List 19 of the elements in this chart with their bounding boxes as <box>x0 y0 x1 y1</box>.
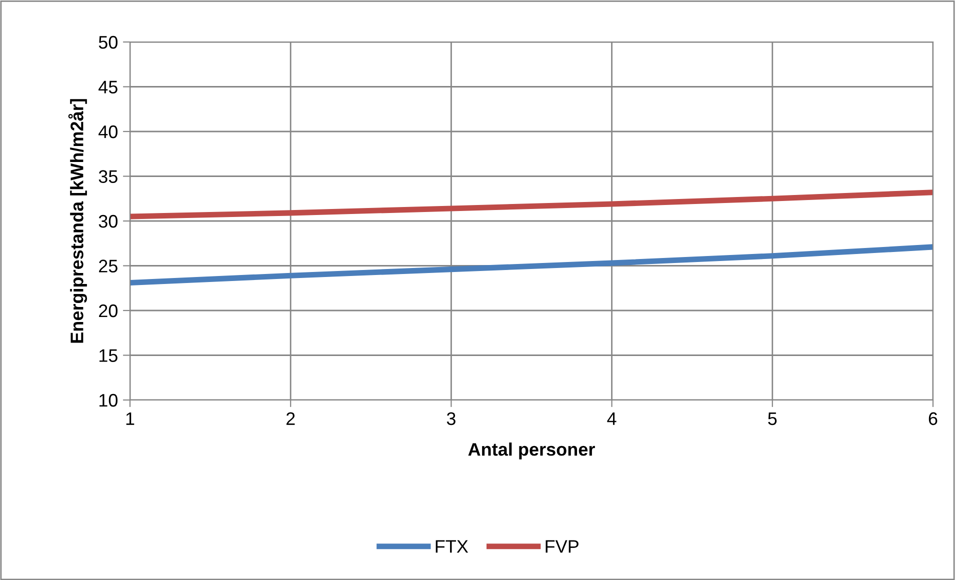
x-tick-label: 1 <box>126 412 134 425</box>
y-axis-title: Energiprestanda [kWh/m2år] <box>68 99 87 343</box>
x-axis-title: Antal personer <box>468 442 595 460</box>
x-tick-label: 3 <box>446 412 456 426</box>
y-tick-label: 50 <box>98 36 118 49</box>
legend-label: FTX <box>436 540 468 553</box>
y-tick-label: 30 <box>98 214 118 228</box>
legend-label: FVP <box>546 540 578 553</box>
y-tick-label: 10 <box>99 394 118 407</box>
y-tick-label: 40 <box>98 125 118 138</box>
y-tick-label: 45 <box>98 80 118 94</box>
x-tick-label: 5 <box>768 412 777 426</box>
y-tick-label: 20 <box>99 304 118 318</box>
x-tick-label: 6 <box>928 412 938 426</box>
y-tick-label: 35 <box>98 170 118 183</box>
x-tick-label: 2 <box>286 412 295 425</box>
x-tick-label: 4 <box>607 412 616 425</box>
y-tick-label: 15 <box>99 349 118 362</box>
y-tick-label: 25 <box>99 260 118 272</box>
